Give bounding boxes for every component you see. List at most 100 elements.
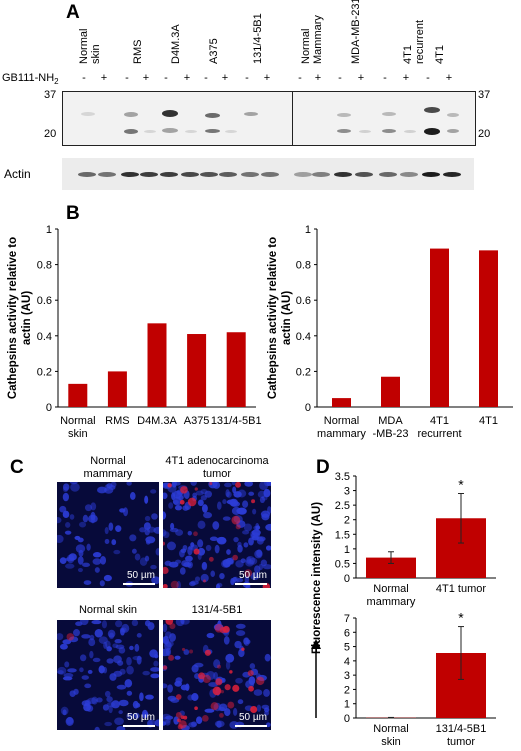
lane-label-left-0: Normal skin (78, 29, 102, 64)
y-tick-label: 1 (344, 699, 350, 711)
blot-band (81, 112, 95, 116)
lane-label-line: 4T1 (402, 45, 414, 64)
actin-band (443, 172, 461, 177)
category-label: Normal mammary (367, 583, 416, 608)
actin-band (140, 172, 158, 177)
y-tick-label: 0.6 (296, 295, 311, 307)
y-tick-label: 1 (344, 544, 350, 556)
blot-band (404, 130, 416, 133)
scale-bar-label: 50 µm (127, 570, 155, 581)
bar (332, 398, 351, 407)
actin-band (379, 172, 397, 177)
actin-band (78, 172, 96, 177)
bar (430, 248, 449, 407)
lane-label-line: Normal (78, 28, 90, 64)
category-label: 131/4-5B1 tumor (436, 723, 487, 748)
category-label: 4T1 tumor (436, 583, 486, 595)
chart-fluorescence-mammary: 0 0.5 1 1.5 2 2.5 3 3.5 Normal mammary * 4T1 tumor (335, 471, 496, 608)
y-tick-label: 0.8 (296, 260, 311, 272)
significance-marker: * (458, 476, 464, 492)
bar (479, 250, 498, 407)
y-axis-label: Cathepsins activity relative to actin (AU… (7, 237, 33, 399)
y-tick-label: 2.5 (335, 500, 350, 512)
micrograph-image: 50 µm (57, 482, 159, 588)
category-label: RMS (105, 415, 129, 427)
lane-label-line: 4T1 (434, 45, 446, 64)
sign-11: + (314, 72, 322, 84)
bar (226, 332, 246, 407)
lane-label-line: Normal (300, 28, 312, 64)
blot-band (337, 113, 351, 117)
treatment-label: GB111-NH2 (2, 72, 59, 86)
sign-9: + (263, 72, 271, 84)
blot-band (185, 130, 197, 133)
y-tick-label: 1 (46, 224, 52, 236)
actin-band (355, 172, 373, 177)
y-tick-label: 0.4 (296, 331, 311, 343)
category-label: 4T1 (479, 415, 498, 427)
actin-band (334, 172, 352, 177)
sign-15: + (402, 72, 410, 84)
lane-label-line: skin (90, 44, 102, 64)
blot-band (225, 130, 237, 133)
category-label: A375 (184, 415, 210, 427)
lane-label-left-3: A375 (208, 38, 220, 64)
blot-membrane-left (62, 91, 294, 146)
mw-marker-bottom-right: 20 (478, 128, 491, 140)
panel-label-c: C (10, 457, 24, 478)
sign-14: - (383, 72, 387, 84)
sign-3: + (142, 72, 150, 84)
sign-2: - (125, 72, 129, 84)
sign-17: + (445, 72, 453, 84)
y-tick-label: 0 (305, 402, 311, 414)
blot-band (204, 129, 220, 133)
micrograph-title-line: tumor (202, 468, 232, 480)
lane-label-line: A375 (208, 38, 220, 64)
category-label: Normal skin (373, 723, 408, 748)
blot-band (424, 107, 440, 113)
scale-bar (123, 725, 155, 727)
sign-0: - (82, 72, 86, 84)
actin-band (98, 172, 116, 177)
micrograph-title-line: mammary (83, 468, 133, 480)
y-axis-label: Cathepsins activity relative to actin (AU… (267, 237, 293, 399)
actin-label: Actin (4, 167, 31, 181)
micrograph-image: 50 µm (163, 482, 271, 588)
blot-band (162, 128, 178, 133)
lane-label-line: D4M.3A (170, 24, 182, 64)
actin-band (422, 172, 440, 177)
chart-cathepsin-skin: 0 0.2 0.4 0.6 0.8 1 Normal skin RMS D4M.3A A375 131… (7, 224, 262, 440)
y-tick-label: 2 (344, 515, 350, 527)
bar (68, 383, 88, 407)
bar (381, 376, 400, 407)
sign-8: - (245, 72, 249, 84)
scale-bar (123, 583, 155, 585)
y-tick-label: 5 (344, 642, 350, 654)
y-tick-label: 2 (344, 684, 350, 696)
y-tick-label: 0 (344, 713, 350, 725)
sign-4: - (164, 72, 168, 84)
blot-membrane-right (292, 91, 476, 146)
y-tick-label: 0.5 (335, 558, 350, 570)
blot-band (124, 129, 138, 134)
category-label: Normal mammary (317, 415, 366, 440)
lane-label-line: MDA-MB-231 (350, 0, 362, 64)
blot-band (447, 113, 459, 117)
actin-band (294, 172, 312, 177)
blot-band (359, 130, 371, 133)
y-tick-label: 0.6 (37, 295, 52, 307)
significance-marker: * (458, 610, 464, 626)
y-tick-label: 7 (344, 613, 350, 625)
bar (147, 323, 167, 407)
blot-band (124, 112, 138, 117)
actin-band (261, 172, 279, 177)
lane-label-line: Mammary (312, 15, 324, 64)
sign-13: + (357, 72, 365, 84)
blot-band (162, 110, 178, 117)
scale-bar-label: 50 µm (127, 712, 155, 723)
actin-band (400, 172, 418, 177)
y-tick-label: 0.8 (37, 260, 52, 272)
sign-16: - (426, 72, 430, 84)
